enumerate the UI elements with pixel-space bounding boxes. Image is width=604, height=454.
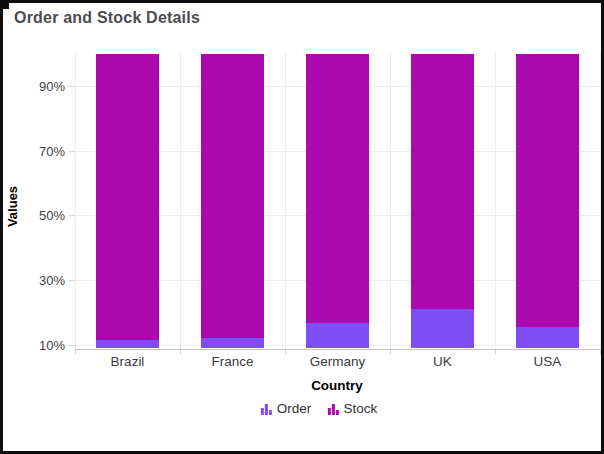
y-tick-label: 50% — [25, 208, 65, 223]
legend-item-stock[interactable]: Stock — [327, 401, 377, 416]
window-corner-notch — [0, 0, 9, 9]
bar-order-usa[interactable] — [516, 327, 579, 349]
y-axis-title: Values — [5, 167, 20, 247]
x-axis-tick — [390, 350, 391, 355]
x-category-label: Germany — [310, 354, 366, 369]
x-axis-tick — [285, 350, 286, 355]
bar-order-germany[interactable] — [306, 323, 369, 349]
bar-stock-brazil[interactable] — [96, 54, 159, 349]
bar-stock-germany[interactable] — [306, 54, 369, 349]
x-axis-tick — [600, 350, 601, 355]
x-gridline — [390, 51, 391, 350]
legend: Order Stock — [261, 401, 377, 416]
x-category-label: France — [211, 354, 253, 369]
x-gridline — [495, 51, 496, 350]
x-axis-title: Country — [311, 378, 363, 393]
y-tick-label: 70% — [25, 143, 65, 158]
x-category-label: USA — [534, 354, 562, 369]
column-series-icon — [327, 403, 338, 415]
x-gridline — [600, 51, 601, 350]
legend-item-order[interactable]: Order — [261, 401, 312, 416]
x-category-label: Brazil — [111, 354, 145, 369]
bar-order-brazil[interactable] — [96, 340, 159, 349]
bar-stock-usa[interactable] — [516, 54, 579, 349]
x-axis-tick — [180, 350, 181, 355]
legend-label: Stock — [343, 401, 377, 416]
x-gridline — [180, 51, 181, 350]
bar-order-france[interactable] — [201, 338, 264, 349]
y-tick-label: 90% — [25, 79, 65, 94]
legend-label: Order — [277, 401, 312, 416]
y-tick-label: 10% — [25, 337, 65, 352]
y-tick-label: 30% — [25, 273, 65, 288]
bar-order-uk[interactable] — [411, 309, 474, 349]
x-axis-tick — [495, 350, 496, 355]
x-gridline — [75, 51, 76, 350]
x-axis-line — [75, 349, 600, 350]
bar-stock-france[interactable] — [201, 54, 264, 349]
column-series-icon — [261, 403, 272, 415]
x-gridline — [285, 51, 286, 350]
chart-window: Order and Stock Details 10% 30% 50% 70% 90% B… — [0, 0, 604, 454]
x-category-label: UK — [433, 354, 452, 369]
chart-title: Order and Stock Details — [14, 9, 200, 27]
bar-stock-uk[interactable] — [411, 54, 474, 349]
x-axis-tick — [75, 350, 76, 355]
